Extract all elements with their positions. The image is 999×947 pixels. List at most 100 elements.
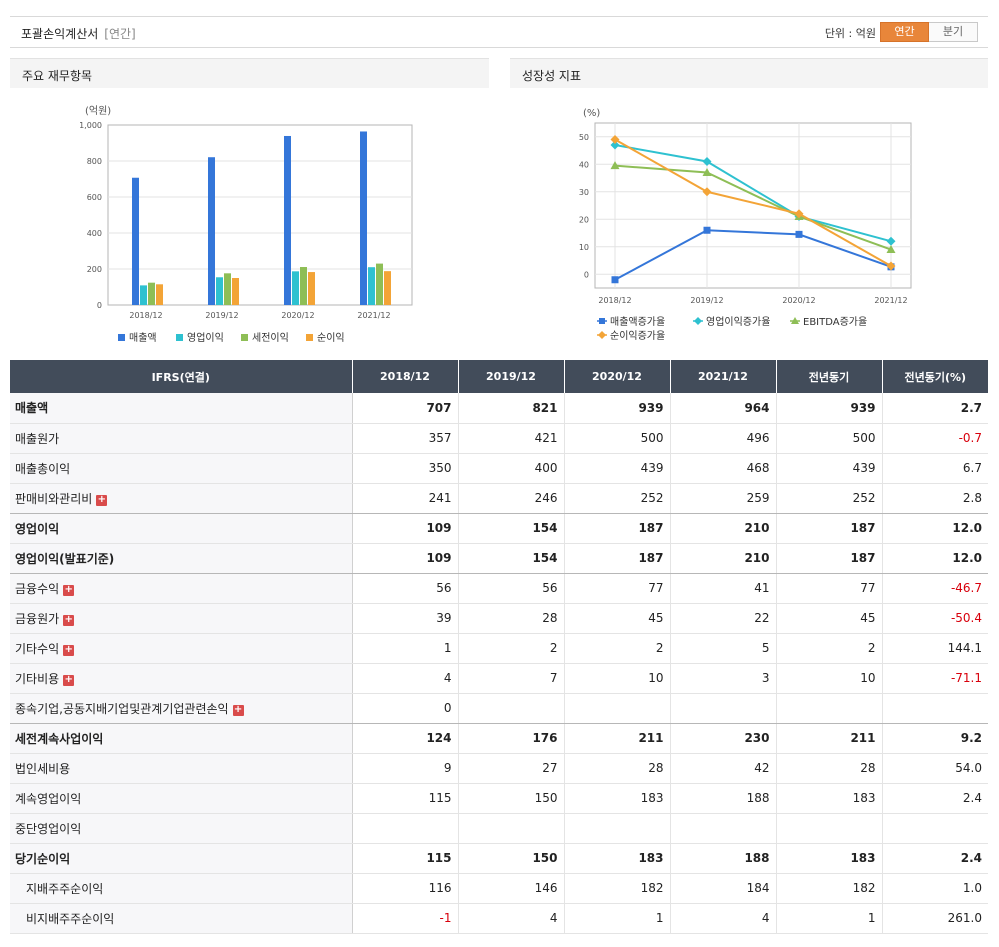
table-cell: 187 <box>775 513 882 544</box>
legend-label: 세전이익 <box>252 332 289 344</box>
legend-marker <box>241 334 248 341</box>
data-point <box>610 140 620 150</box>
table-cell: 154 <box>457 513 564 544</box>
growth-line-chart: (%) 0 10 20 30 40 50 2018/12 2019/12 2020/12 2021/… <box>579 108 912 342</box>
expand-plus-icon[interactable]: + <box>96 493 108 506</box>
row-label-text: 종속기업,공동지배기업및관계기업관련손익 <box>15 701 229 716</box>
x-tick-label: 2019/12 <box>205 311 238 320</box>
period-toggle: 연간 분기 <box>880 22 978 42</box>
quarter-toggle-button[interactable]: 분기 <box>929 22 978 42</box>
table-header-row: IFRS(연결) 2018/12 2019/12 2020/12 2021/12 전년동기… <box>10 360 988 393</box>
expand-plus-icon[interactable]: + <box>63 583 75 596</box>
table-cell: 10 <box>563 663 670 694</box>
table-row: 영업이익 109 154 187 210 187 12.0 <box>10 513 988 544</box>
table-cell <box>457 693 564 724</box>
bar-순이익 <box>232 278 239 305</box>
table-cell <box>669 693 776 724</box>
table-cell: 6.7 <box>881 453 988 484</box>
series-line-순이익증가율 <box>614 138 892 267</box>
row-label-text: 세전계속사업이익 <box>15 731 104 746</box>
series-line-EBITDA증가율 <box>614 164 892 251</box>
y-tick-label: 10 <box>579 243 589 252</box>
header-col-2: 2019/12 <box>457 360 564 393</box>
table-cell: 77 <box>563 573 670 604</box>
table-cell <box>669 813 776 844</box>
data-point <box>794 209 804 219</box>
table-cell: 41 <box>669 573 776 604</box>
table-cell: 45 <box>775 603 882 634</box>
row-label: 기타비용 + <box>10 663 353 694</box>
table-cell: 1.0 <box>881 873 988 904</box>
table-cell: -1 <box>351 903 458 934</box>
table-cell: 183 <box>563 783 670 814</box>
row-label: 지배주주순이익 <box>10 873 353 904</box>
x-tick-label: 2019/12 <box>690 296 723 305</box>
table-row: 비지배주주순이익 -1 4 1 4 1 261.0 <box>10 903 988 934</box>
table-cell: 964 <box>669 393 776 424</box>
table-cell: 182 <box>563 873 670 904</box>
table-cell: 2 <box>563 633 670 664</box>
financial-items-panel: 주요 재무항목 (억원) 0 200 400 600 800 1,000 2018/12 201… <box>10 58 489 358</box>
table-cell: 2 <box>775 633 882 664</box>
table-cell <box>775 693 882 724</box>
data-point <box>886 245 896 253</box>
data-point <box>702 157 712 166</box>
expand-plus-icon[interactable]: + <box>63 673 75 686</box>
expand-plus-icon[interactable]: + <box>232 703 244 716</box>
legend-label: 순이익증가율 <box>610 330 665 342</box>
table-cell: 7 <box>457 663 564 694</box>
header-col-3: 2020/12 <box>563 360 670 393</box>
table-cell: 707 <box>351 393 458 424</box>
y-tick-label: 400 <box>87 229 102 238</box>
table-row: 계속영업이익 115 150 183 188 183 2.4 <box>10 783 988 814</box>
row-label-text: 당기순이익 <box>15 851 71 866</box>
annual-toggle-button[interactable]: 연간 <box>880 22 929 42</box>
table-cell <box>775 813 882 844</box>
x-tick-label: 2020/12 <box>281 311 314 320</box>
table-cell: 5 <box>669 633 776 664</box>
x-tick-label: 2021/12 <box>874 296 907 305</box>
table-row: 기타수익 +1 2 2 5 2 144.1 <box>10 633 988 664</box>
table-cell: 439 <box>563 453 670 484</box>
table-cell: 252 <box>563 483 670 514</box>
legend-label: 영업이익 <box>187 331 224 344</box>
table-cell: 241 <box>351 483 458 514</box>
chart-unit-label: (%) <box>583 108 600 119</box>
legend-label: 매출액 <box>129 332 157 344</box>
bar-영업이익 <box>368 267 375 305</box>
row-label-text: 매출액 <box>15 401 49 416</box>
table-row: 매출총이익 350 400 439 468 439 6.7 <box>10 453 988 484</box>
table-cell: 183 <box>775 843 882 874</box>
bar-세전이익 <box>376 263 383 305</box>
table-cell: 109 <box>351 513 458 544</box>
bar-세전이익 <box>300 267 307 305</box>
bar-매출액 <box>360 131 367 305</box>
row-label-text: 금융원가 <box>15 611 60 626</box>
row-label: 계속영업이익 <box>10 783 353 814</box>
table-cell: 9.2 <box>881 723 988 754</box>
bar-영업이익 <box>292 271 299 305</box>
expand-plus-icon[interactable]: + <box>63 643 75 656</box>
table-cell: 2 <box>457 633 564 664</box>
x-tick-label: 2018/12 <box>598 296 631 305</box>
table-cell: 184 <box>669 873 776 904</box>
table-row: 영업이익(발표기준) 109 154 187 210 187 12.0 <box>10 543 988 574</box>
y-tick-label: 200 <box>87 265 102 274</box>
row-label-text: 비지배주주순이익 <box>26 911 115 926</box>
expand-plus-icon[interactable]: + <box>63 613 75 626</box>
legend-marker <box>306 334 313 341</box>
growth-indicators-panel: 성장성 지표 (%) 0 10 20 30 40 50 2018/12 2019/12 2020/… <box>510 58 988 358</box>
row-label: 영업이익 <box>10 513 353 544</box>
table-cell: 182 <box>775 873 882 904</box>
table-cell: 246 <box>457 483 564 514</box>
table-cell: 56 <box>351 573 458 604</box>
income-statement-table: IFRS(연결) 2018/12 2019/12 2020/12 2021/12 전년동기… <box>10 360 988 934</box>
legend-label: 영업이익증가율 <box>706 315 770 328</box>
table-cell: 28 <box>457 603 564 634</box>
table-cell: 56 <box>457 573 564 604</box>
table-row: 당기순이익 115 150 183 188 183 2.4 <box>10 843 988 874</box>
table-cell: 188 <box>669 783 776 814</box>
bar-매출액 <box>208 157 215 305</box>
row-label-text: 중단영업이익 <box>15 821 82 836</box>
y-tick-label: 0 <box>97 301 102 310</box>
